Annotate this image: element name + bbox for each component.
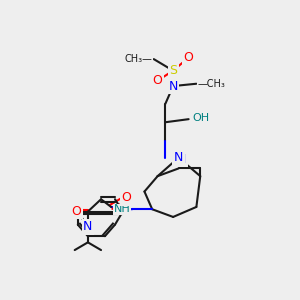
Text: O: O [71,205,81,218]
Text: O: O [153,74,163,87]
Text: CH₃—: CH₃— [124,54,152,64]
Text: N: N [177,153,186,166]
Text: O: O [184,51,194,64]
Text: S: S [169,64,177,77]
Text: N: N [174,151,183,164]
Text: N: N [168,80,178,92]
Text: OH: OH [193,112,210,123]
Text: NH: NH [114,204,130,214]
Text: N: N [83,220,93,233]
Text: O: O [122,191,132,204]
Text: —CH₃: —CH₃ [198,79,226,89]
